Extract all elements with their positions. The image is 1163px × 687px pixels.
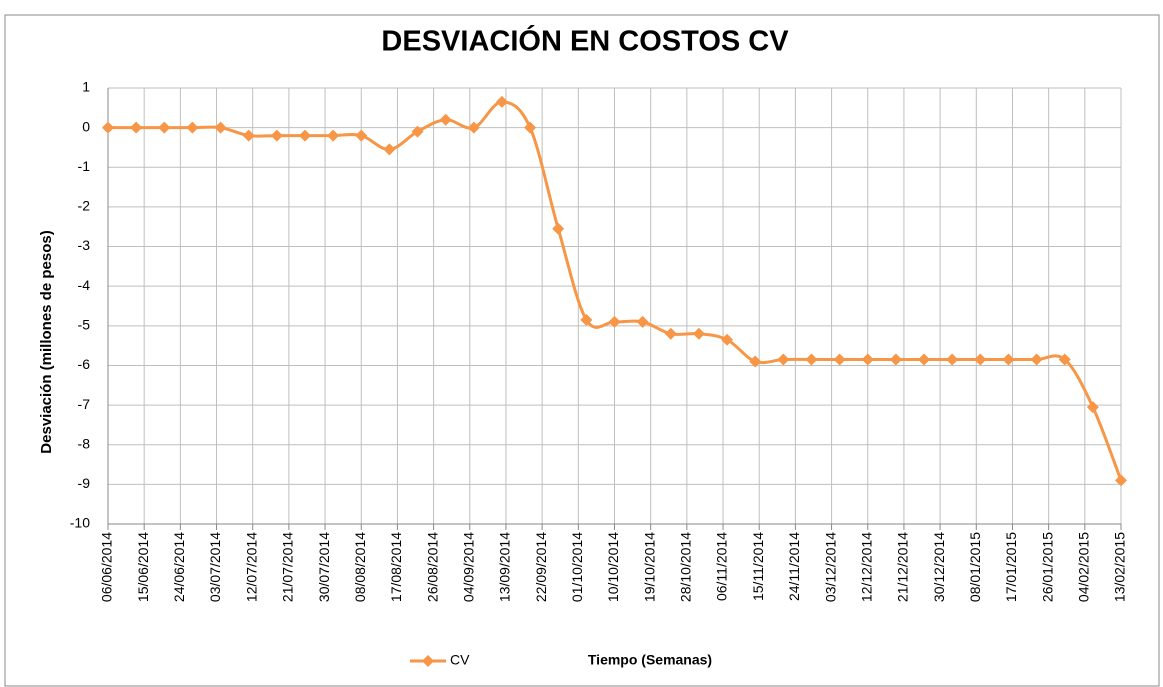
point-marker: [495, 95, 508, 108]
x-tick-label: 03/07/2014: [207, 532, 223, 602]
x-tick-label: 03/12/2014: [822, 532, 838, 602]
point-marker: [974, 353, 987, 366]
point-marker: [1058, 353, 1071, 366]
y-tick-label: 0: [82, 118, 90, 134]
x-tick-label: 19/10/2014: [641, 532, 657, 602]
y-tick-label: -8: [78, 435, 91, 451]
x-tick-label: 30/12/2014: [931, 532, 947, 602]
point-marker: [270, 129, 283, 142]
point-marker: [1030, 353, 1043, 366]
point-marker: [214, 121, 227, 134]
point-marker: [102, 121, 114, 134]
x-tick-label: 22/09/2014: [533, 532, 549, 602]
point-marker: [355, 129, 368, 142]
y-tick-label: -6: [78, 356, 91, 372]
y-tick-label: -2: [78, 198, 91, 214]
point-marker: [664, 327, 677, 340]
point-marker: [1002, 353, 1015, 366]
x-tick-label: 24/11/2014: [786, 532, 802, 601]
point-marker: [383, 143, 396, 156]
x-tick-label: 21/07/2014: [280, 532, 296, 602]
x-tick-label: 01/10/2014: [569, 532, 585, 602]
point-marker: [186, 121, 199, 134]
y-tick-label: 1: [82, 79, 90, 95]
x-tick-label: 26/08/2014: [424, 532, 440, 602]
legend-label: CV: [450, 652, 470, 668]
x-tick-label: 06/11/2014: [714, 532, 730, 601]
x-tick-label: 08/01/2015: [967, 532, 983, 602]
point-marker: [1086, 401, 1099, 414]
point-marker: [552, 222, 565, 235]
x-tick-label: 17/08/2014: [388, 532, 404, 602]
point-marker: [918, 353, 931, 366]
x-tick-label: 28/10/2014: [678, 532, 694, 602]
point-marker: [692, 327, 705, 340]
x-tick-label: 24/06/2014: [171, 532, 187, 602]
y-tick-label: -7: [78, 396, 91, 412]
x-tick-label: 15/11/2014: [750, 532, 766, 601]
point-marker: [636, 315, 649, 328]
y-tick-label: -5: [78, 317, 91, 333]
point-marker: [1115, 474, 1127, 487]
x-axis-title: Tiempo (Semanas): [588, 652, 712, 668]
x-tick-label: 04/09/2014: [460, 532, 476, 602]
point-marker: [889, 353, 902, 366]
point-marker: [411, 125, 424, 138]
point-marker: [439, 113, 452, 126]
y-tick-label: -4: [78, 277, 91, 293]
x-tick-label: 17/01/2015: [1003, 532, 1019, 602]
x-tick-label: 08/08/2014: [352, 532, 368, 602]
point-marker: [524, 121, 537, 134]
y-tick-label: -1: [78, 158, 91, 174]
point-marker: [608, 315, 621, 328]
x-tick-label: 15/06/2014: [135, 532, 151, 602]
x-tick-label: 13/09/2014: [497, 532, 513, 602]
point-marker: [158, 121, 171, 134]
x-tick-label: 30/07/2014: [316, 532, 332, 602]
chart-title: DESVIACIÓN EN COSTOS CV: [381, 24, 789, 58]
y-axis-title: Desviación (millones de pesos): [38, 230, 55, 453]
y-tick-label: -9: [78, 475, 91, 491]
point-marker: [721, 333, 734, 346]
point-marker: [777, 353, 790, 366]
point-marker: [467, 121, 480, 134]
point-marker: [805, 353, 818, 366]
y-tick-label: -10: [70, 515, 90, 531]
x-tick-label: 21/12/2014: [895, 532, 911, 602]
point-marker: [861, 353, 874, 366]
point-marker: [833, 353, 846, 366]
point-marker: [242, 129, 255, 142]
point-marker: [327, 129, 340, 142]
y-tick-label: -3: [78, 237, 91, 253]
x-tick-label: 04/02/2015: [1076, 532, 1092, 602]
x-tick-label: 13/02/2015: [1112, 532, 1128, 602]
point-marker: [946, 353, 959, 366]
x-tick-label: 10/10/2014: [605, 532, 621, 602]
x-tick-label: 26/01/2015: [1039, 532, 1055, 602]
x-tick-label: 06/06/2014: [99, 532, 115, 602]
legend-marker: [422, 655, 434, 667]
point-marker: [130, 121, 143, 134]
x-tick-label: 12/07/2014: [243, 532, 259, 602]
x-tick-label: 12/12/2014: [858, 532, 874, 602]
point-marker: [749, 355, 762, 368]
point-marker: [298, 129, 311, 142]
point-marker: [580, 313, 593, 326]
